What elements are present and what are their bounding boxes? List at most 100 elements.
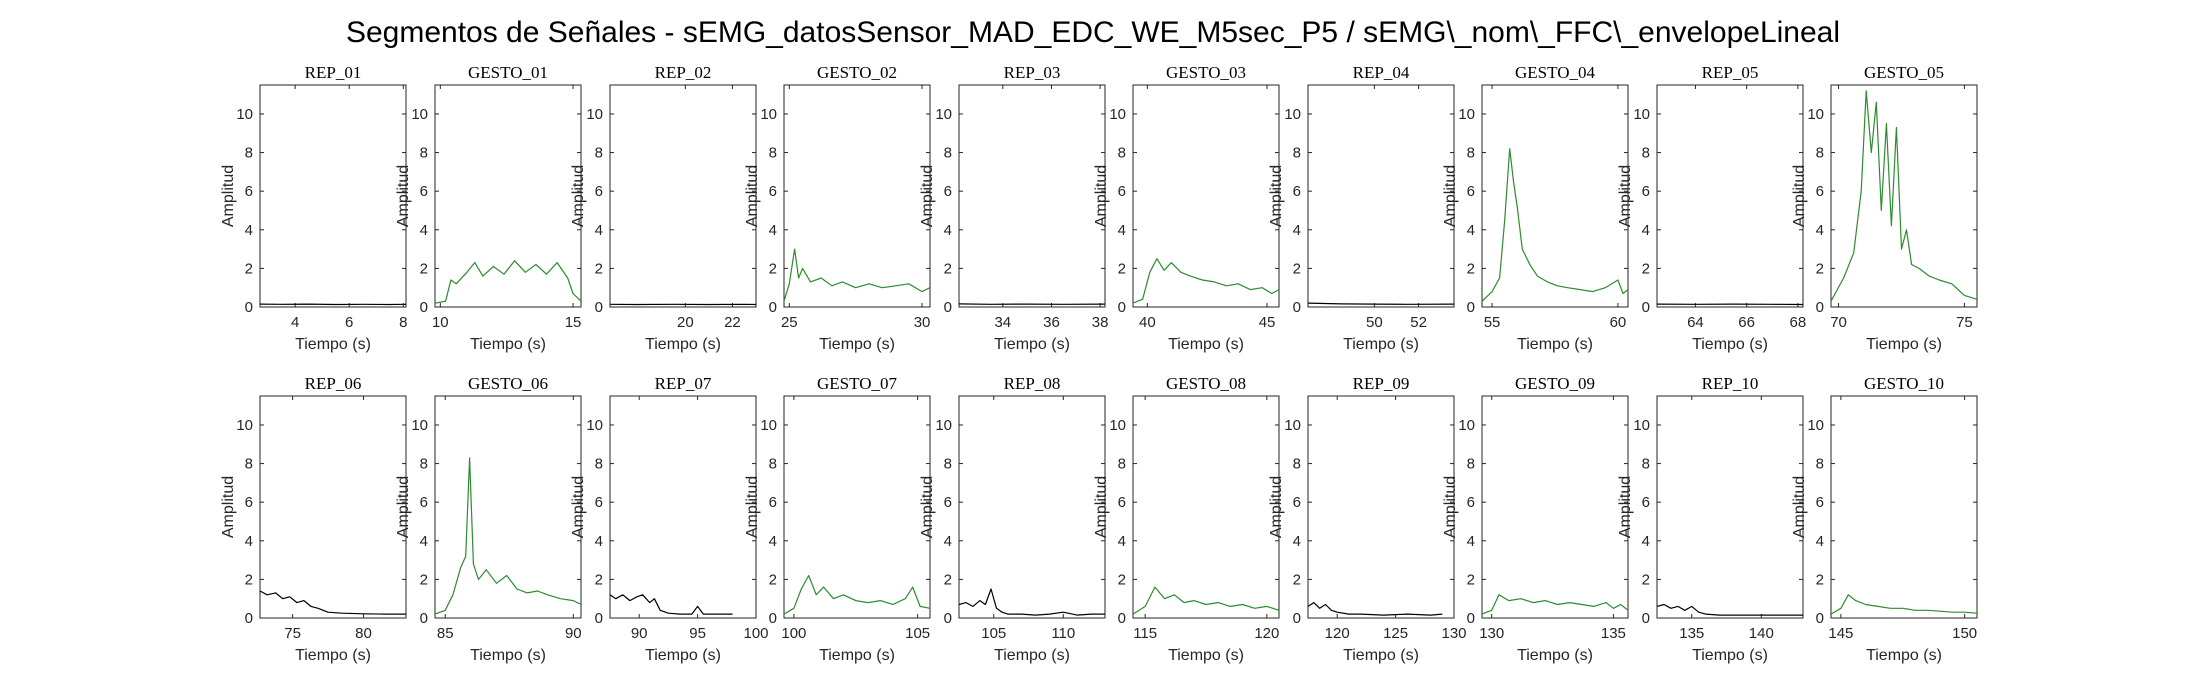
subplot-gesto-02: 0 2 4 6 8 10 25 30 GESTO_02 Tiempo (s) Amplitud (744, 63, 931, 353)
x-tick-label: 135 (1679, 625, 1704, 642)
x-tick-label: 60 (1610, 314, 1627, 331)
y-axis-label: Amplitud (1268, 165, 1285, 227)
y-tick-label: 10 (1284, 417, 1301, 434)
y-tick-label: 0 (1118, 610, 1126, 627)
plot-area-rep-01 (259, 84, 407, 308)
y-tick-label: 0 (1293, 299, 1301, 316)
y-tick-label: 8 (1467, 456, 1475, 473)
y-axis-label: Amplitud (919, 476, 936, 538)
y-axis-label: Amplitud (1617, 476, 1634, 538)
subplot-title: GESTO_07 (817, 374, 897, 393)
subplot-rep-07: 0 2 4 6 8 10 90 95 100 REP_07 Tiempo (s) Amplitud (570, 374, 769, 664)
x-axis-label: Tiempo (s) (295, 647, 371, 664)
plot-area-gesto-08 (1132, 395, 1280, 619)
x-tick-label: 105 (981, 625, 1006, 642)
y-tick-label: 10 (1807, 417, 1824, 434)
y-tick-label: 4 (769, 222, 777, 239)
y-tick-label: 6 (769, 183, 777, 200)
y-tick-label: 8 (1293, 145, 1301, 162)
x-axis-label: Tiempo (s) (1692, 647, 1768, 664)
x-tick-label: 110 (1051, 625, 1075, 642)
subplot-gesto-01: 0 2 4 6 8 10 10 15 GESTO_01 Tiempo (s) Amplitud (395, 63, 582, 353)
y-tick-label: 8 (944, 145, 952, 162)
y-tick-label: 8 (769, 145, 777, 162)
y-tick-label: 8 (245, 145, 253, 162)
y-tick-label: 6 (1118, 183, 1126, 200)
y-tick-label: 2 (1118, 260, 1126, 277)
subplot-title: GESTO_05 (1864, 63, 1944, 82)
x-tick-label: 120 (1254, 625, 1279, 642)
y-tick-label: 0 (595, 299, 603, 316)
x-tick-label: 66 (1738, 314, 1755, 331)
y-tick-label: 6 (1642, 183, 1650, 200)
y-tick-label: 6 (595, 494, 603, 511)
x-tick-label: 22 (724, 314, 741, 331)
y-tick-label: 4 (1642, 222, 1650, 239)
signal-line-rep-08 (958, 588, 1105, 616)
subplot-rep-04: 0 2 4 6 8 10 50 52 REP_04 Tiempo (s) Amplitud (1268, 63, 1455, 353)
plot-area-gesto-01 (434, 84, 582, 308)
subplot-title: GESTO_03 (1166, 63, 1246, 82)
y-tick-label: 10 (586, 106, 603, 123)
y-axis-label: Amplitud (1093, 165, 1110, 227)
y-tick-label: 2 (595, 571, 603, 588)
signal-line-gesto-08 (1132, 586, 1280, 615)
plot-area-rep-07 (609, 395, 757, 619)
subplot-title: GESTO_02 (817, 63, 897, 82)
x-tick-label: 105 (905, 625, 930, 642)
y-tick-label: 4 (944, 533, 952, 550)
y-tick-label: 10 (760, 417, 777, 434)
subplot-gesto-07: 0 2 4 6 8 10 100 105 GESTO_07 Tiempo (s) Amplitud (744, 374, 931, 664)
signal-line-gesto-05 (1830, 90, 1978, 302)
y-tick-label: 4 (1642, 533, 1650, 550)
x-tick-label: 55 (1484, 314, 1501, 331)
y-tick-label: 0 (1118, 299, 1126, 316)
x-tick-label: 95 (689, 625, 706, 642)
y-axis-label: Amplitud (395, 165, 412, 227)
y-axis-label: Amplitud (1442, 165, 1459, 227)
y-tick-label: 6 (1816, 183, 1824, 200)
subplot-title: REP_06 (305, 374, 362, 393)
x-tick-label: 150 (1952, 625, 1977, 642)
signal-line-gesto-07 (783, 574, 931, 615)
plot-area-gesto-04 (1481, 84, 1629, 308)
x-axis-label: Tiempo (s) (994, 336, 1070, 353)
y-tick-label: 4 (1118, 222, 1126, 239)
x-axis-label: Tiempo (s) (994, 647, 1070, 664)
y-tick-label: 10 (1807, 106, 1824, 123)
y-tick-label: 8 (769, 456, 777, 473)
y-tick-label: 4 (944, 222, 952, 239)
y-tick-label: 10 (760, 106, 777, 123)
y-tick-label: 6 (1642, 494, 1650, 511)
y-tick-label: 6 (769, 494, 777, 511)
x-axis-label: Tiempo (s) (1866, 336, 1942, 353)
x-axis-label: Tiempo (s) (1692, 336, 1768, 353)
x-tick-label: 52 (1410, 314, 1427, 331)
figure-title: Segmentos de Señales - sEMG_datosSensor_… (346, 16, 1840, 49)
x-tick-label: 125 (1383, 625, 1408, 642)
plot-area-gesto-05 (1830, 84, 1978, 308)
y-tick-label: 2 (769, 571, 777, 588)
signal-line-rep-10 (1656, 603, 1803, 616)
y-tick-label: 4 (1118, 533, 1126, 550)
y-tick-label: 6 (944, 494, 952, 511)
subplot-title: REP_08 (1004, 374, 1061, 393)
y-tick-label: 2 (420, 260, 428, 277)
y-axis-label: Amplitud (919, 165, 936, 227)
y-tick-label: 6 (420, 183, 428, 200)
x-tick-label: 75 (284, 625, 301, 642)
y-axis-label: Amplitud (1093, 476, 1110, 538)
y-tick-label: 4 (1467, 533, 1475, 550)
y-tick-label: 0 (1816, 299, 1824, 316)
x-tick-label: 10 (432, 314, 449, 331)
y-tick-label: 0 (1293, 610, 1301, 627)
x-tick-label: 50 (1366, 314, 1383, 331)
y-axis-label: Amplitud (570, 476, 587, 538)
x-tick-label: 115 (1133, 625, 1157, 642)
plot-area-gesto-02 (783, 84, 931, 308)
subplot-title: REP_05 (1702, 63, 1759, 82)
plot-area-gesto-10 (1830, 395, 1978, 619)
y-tick-label: 10 (411, 106, 428, 123)
